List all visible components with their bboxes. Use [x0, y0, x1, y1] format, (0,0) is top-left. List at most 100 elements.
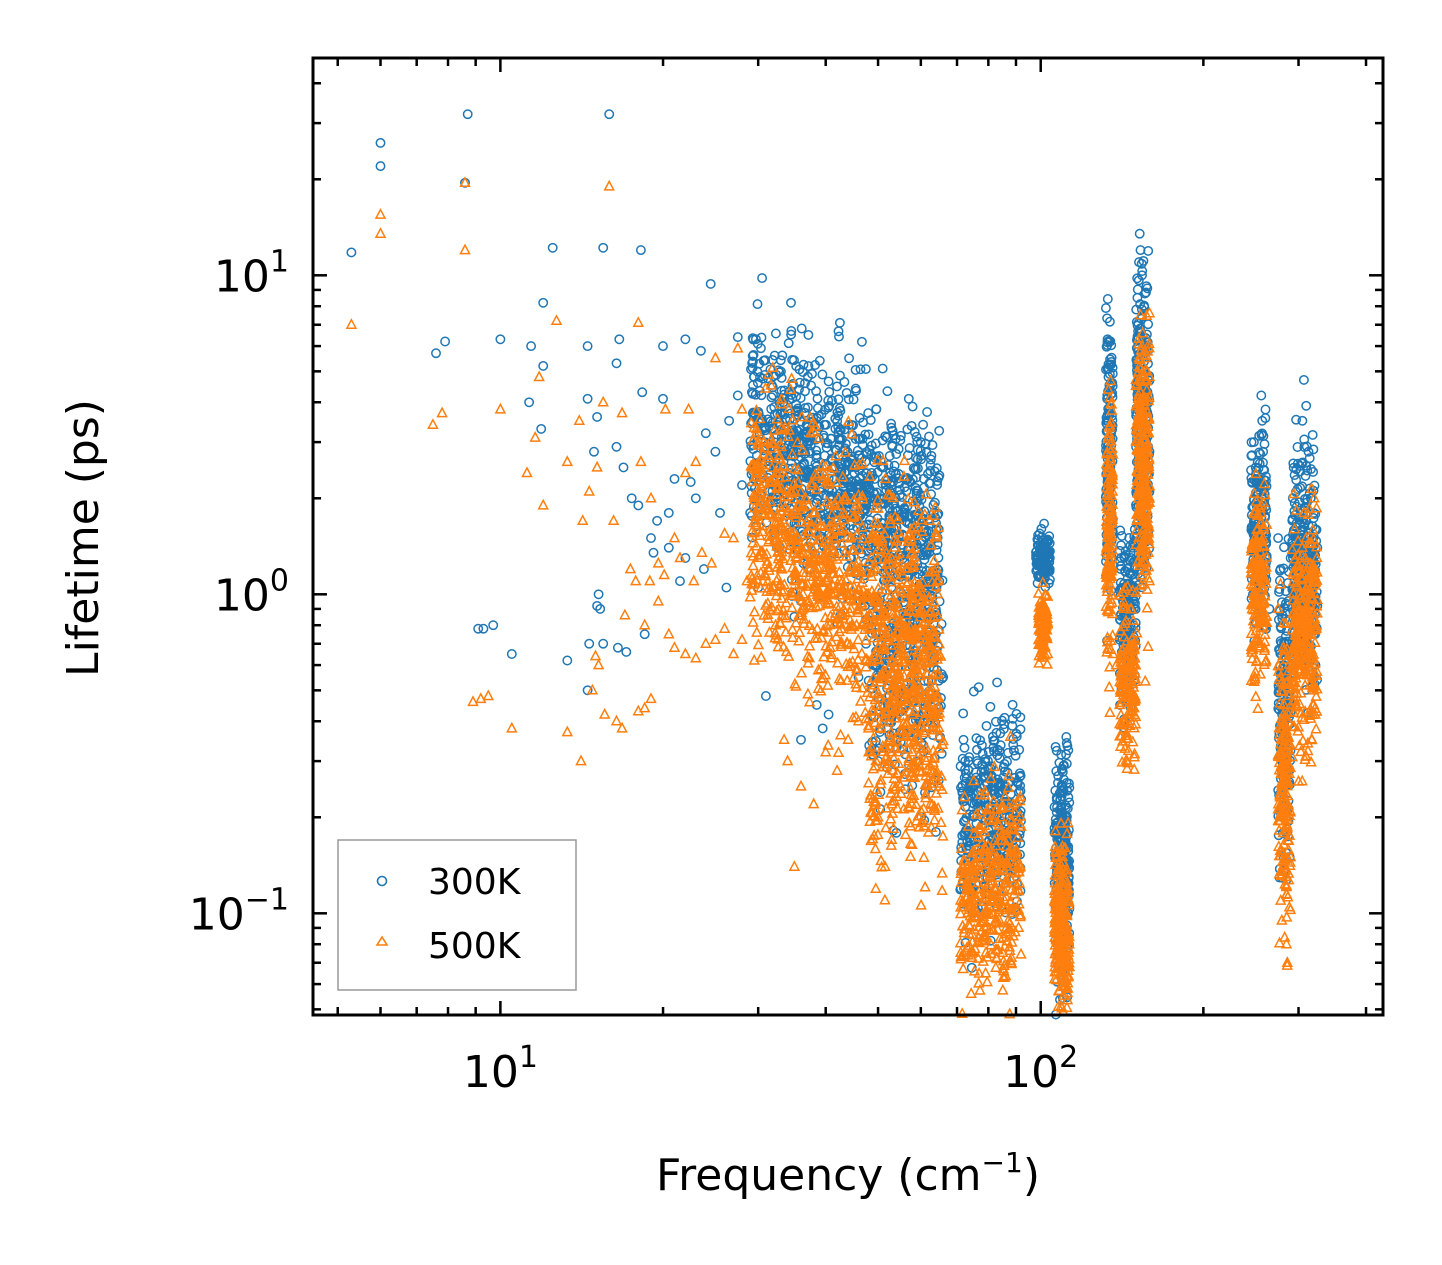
- point-500k: [904, 690, 916, 702]
- point-500k: [855, 565, 867, 577]
- point-300k: [747, 351, 758, 361]
- point-500k: [914, 623, 926, 635]
- point-500k: [802, 656, 814, 668]
- point-300k: [747, 333, 758, 344]
- point-500k: [780, 596, 792, 608]
- point-500k: [748, 501, 761, 513]
- point-500k: [909, 585, 922, 597]
- point-500k: [807, 533, 820, 545]
- point-500k: [824, 526, 837, 538]
- point-500k: [749, 510, 762, 521]
- point-500k: [912, 644, 924, 656]
- point-300k: [908, 463, 919, 474]
- point-300k: [621, 646, 632, 657]
- point-300k: [794, 384, 804, 395]
- point-300k: [810, 360, 821, 370]
- point-300k: [863, 429, 874, 440]
- point-300k: [1254, 447, 1265, 458]
- point-500k: [819, 460, 832, 471]
- point-300k: [754, 385, 765, 396]
- point-300k: [737, 480, 747, 491]
- point-500k: [815, 541, 828, 553]
- point-500k: [598, 707, 611, 719]
- point-500k: [792, 463, 804, 475]
- point-300k: [806, 380, 817, 391]
- point-500k: [818, 650, 830, 662]
- point-500k: [659, 402, 672, 414]
- point-500k: [869, 842, 882, 854]
- point-500k: [778, 459, 790, 471]
- point-300k: [478, 623, 489, 634]
- point-500k: [839, 445, 851, 457]
- point-500k: [700, 637, 712, 648]
- point-300k: [826, 433, 836, 444]
- point-300k: [611, 441, 622, 452]
- point-500k: [745, 546, 758, 558]
- point-500k: [747, 559, 759, 571]
- point-300k: [1308, 444, 1319, 455]
- point-300k: [811, 445, 822, 456]
- point-300k: [929, 466, 940, 477]
- point-500k: [896, 682, 908, 694]
- point-500k: [822, 544, 835, 556]
- point-500k: [852, 564, 864, 576]
- point-300k: [589, 446, 599, 457]
- point-500k: [763, 563, 775, 575]
- point-300k: [890, 434, 901, 444]
- point-300k: [848, 394, 859, 405]
- point-500k: [819, 745, 832, 757]
- point-300k: [861, 447, 872, 458]
- point-300k: [959, 742, 970, 753]
- point-300k: [700, 428, 711, 439]
- point-300k: [1307, 429, 1318, 440]
- point-300k: [1258, 465, 1269, 475]
- point-500k: [830, 630, 843, 642]
- point-300k: [982, 755, 993, 766]
- point-300k: [598, 638, 609, 649]
- point-500k: [759, 381, 772, 393]
- point-300k: [748, 380, 758, 391]
- point-300k: [860, 429, 871, 440]
- point-500k: [915, 898, 927, 910]
- point-500k: [896, 627, 908, 639]
- point-500k: [841, 592, 854, 604]
- point-300k: [858, 417, 869, 428]
- point-300k: [1000, 785, 1011, 796]
- point-500k: [879, 893, 891, 905]
- point-500k: [913, 578, 925, 590]
- point-300k: [1298, 374, 1309, 385]
- point-500k: [840, 549, 853, 561]
- point-300k: [846, 455, 857, 466]
- point-500k: [561, 725, 574, 737]
- point-300k: [812, 393, 823, 404]
- point-500k: [838, 507, 851, 519]
- point-300k: [895, 430, 906, 441]
- point-300k: [757, 273, 768, 284]
- point-500k: [795, 515, 808, 527]
- point-500k: [821, 495, 833, 507]
- point-300k: [791, 361, 802, 372]
- point-500k: [803, 599, 815, 611]
- point-300k: [863, 519, 874, 530]
- point-500k: [769, 516, 782, 528]
- point-500k: [873, 599, 885, 611]
- point-300k: [768, 390, 778, 401]
- point-300k: [748, 407, 758, 418]
- point-300k: [1273, 533, 1284, 544]
- point-300k: [1257, 415, 1268, 426]
- point-500k: [856, 456, 869, 468]
- point-500k: [757, 447, 769, 459]
- point-500k: [783, 402, 795, 414]
- point-500k: [852, 572, 864, 584]
- point-500k: [908, 554, 920, 566]
- point-500k: [881, 557, 893, 569]
- point-500k: [652, 594, 665, 606]
- point-300k: [929, 497, 940, 508]
- point-300k: [901, 486, 912, 497]
- point-300k: [1275, 636, 1286, 647]
- point-300k: [860, 364, 871, 375]
- point-300k: [990, 716, 1001, 727]
- point-300k: [922, 407, 933, 417]
- point-300k: [1115, 525, 1126, 536]
- point-500k: [864, 470, 876, 482]
